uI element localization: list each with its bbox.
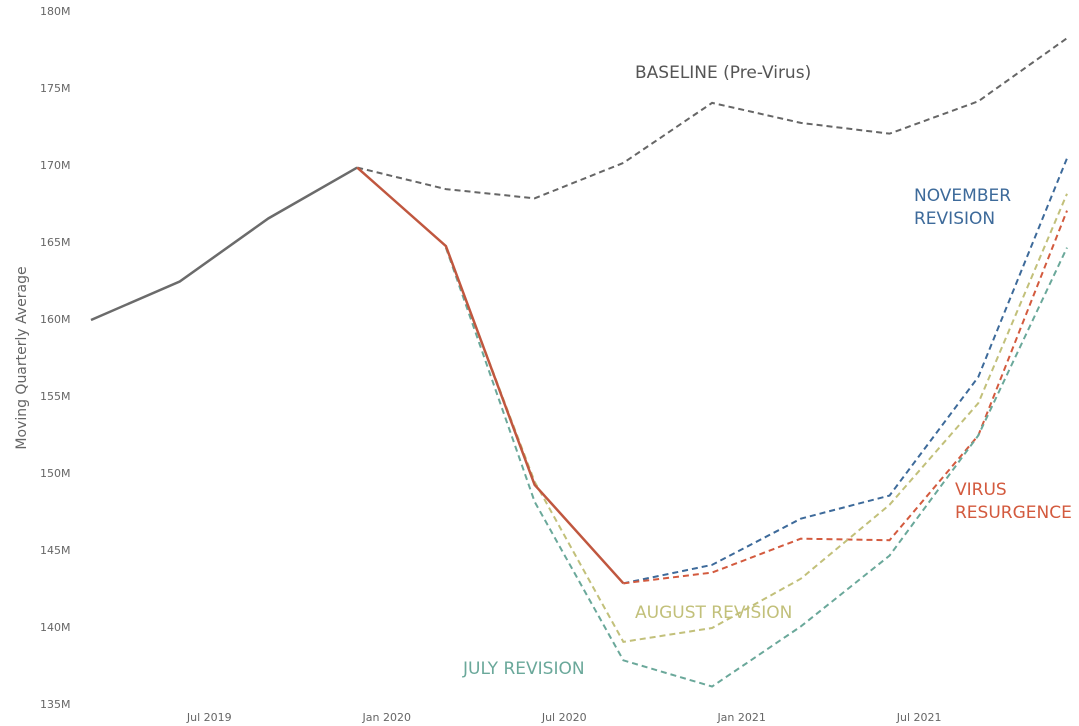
y-tick-label: 175M [40, 82, 71, 95]
series-line [623, 210, 1068, 585]
y-tick-label: 150M [40, 467, 71, 480]
series-line [90, 166, 358, 322]
y-tick-label: 135M [40, 698, 71, 711]
x-tick-label: Jul 2021 [896, 711, 942, 724]
x-tick-label: Jan 2020 [362, 711, 411, 724]
series-annotation: VIRUS RESURGENCE [955, 480, 1072, 523]
y-tick-label: 170M [40, 159, 71, 172]
x-tick-label: Jul 2020 [541, 711, 587, 724]
series-line [356, 166, 625, 585]
x-tick-label: Jan 2021 [716, 711, 765, 724]
y-tick-label: 140M [40, 621, 71, 634]
series-annotation: JULY REVISION [463, 659, 585, 679]
y-tick-label: 160M [40, 313, 71, 326]
y-axis-label: Moving Quarterly Average [14, 266, 30, 449]
series-line [444, 193, 1068, 643]
series-annotation: AUGUST REVISION [635, 603, 793, 623]
series-annotation: NOVEMBER REVISION [914, 186, 1012, 229]
series-line [356, 37, 1068, 200]
y-tick-label: 155M [40, 390, 71, 403]
series-annotation: BASELINE (Pre-Virus) [635, 63, 812, 83]
x-tick-label: Jul 2019 [186, 711, 232, 724]
series-line [623, 157, 1068, 585]
y-tick-label: 145M [40, 544, 71, 557]
y-tick-label: 165M [40, 236, 71, 249]
y-tick-label: 180M [40, 5, 71, 18]
